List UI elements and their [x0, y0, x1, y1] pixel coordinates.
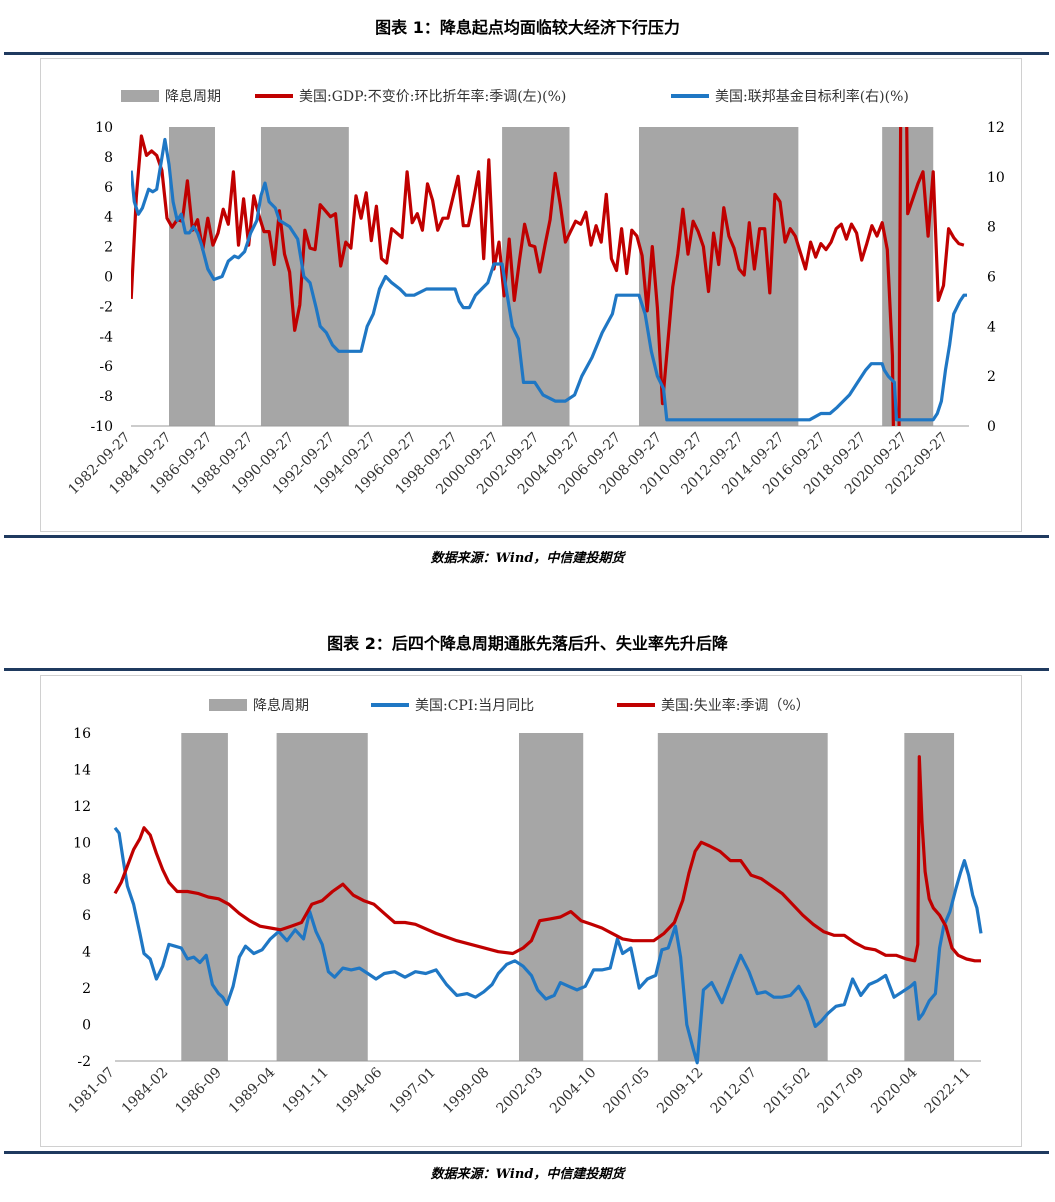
legend-cpi-label: 美国:CPI:当月同比 — [415, 698, 534, 714]
left-y-tick-label: -10 — [90, 419, 113, 435]
gdp-series-line — [131, 127, 965, 426]
x-tick-label: 2002-03 — [494, 1065, 546, 1117]
left-y-tick-label: 4 — [104, 210, 113, 226]
left-y-tick-label: 2 — [104, 240, 113, 256]
figure-1-source: 数据来源：Wind，中信建投期货 — [430, 551, 625, 566]
right-y-tick-label: 12 — [987, 120, 1005, 136]
legend-rate-cut-band-swatch — [209, 699, 247, 711]
figure-1-frame: 10 8 6 4 2 0 -2 -4 -6 -8 -10 12 10 8 6 4 2 0 1982-09-27 198… — [40, 58, 1022, 532]
x-tick-label: 2009-12 — [654, 1065, 706, 1117]
left-y-tick-label: 6 — [104, 180, 113, 196]
figure-1-title: 图表 1：降息起点均面临较大经济下行压力 — [375, 18, 680, 37]
legend-fed-funds-rate-label: 美国:联邦基金目标利率(右)(%) — [715, 88, 909, 105]
x-tick-label: 2020-04 — [868, 1064, 921, 1117]
legend-rate-cut-band-swatch — [121, 90, 159, 102]
legend-gdp-label: 美国:GDP:不变价:环比折年率:季调(左)(%) — [299, 88, 566, 105]
figure-1-top-rule — [4, 52, 1049, 55]
y-tick-label: 8 — [82, 872, 91, 888]
y-tick-label: 0 — [82, 1018, 91, 1034]
right-y-tick-label: 6 — [987, 270, 996, 286]
right-y-tick-label: 2 — [987, 369, 996, 385]
rate-cut-band-1 — [276, 733, 368, 1061]
y-tick-label: 16 — [73, 726, 91, 742]
left-y-tick-label: -8 — [99, 389, 113, 405]
cpi-yoy-line — [113, 826, 983, 1065]
y-tick-label: 12 — [73, 799, 91, 815]
x-tick-label: 2007-05 — [601, 1065, 653, 1117]
left-y-tick-label: 10 — [95, 120, 113, 136]
fed-funds-rate-line — [131, 137, 967, 422]
x-tick-label: 2015-02 — [761, 1065, 813, 1117]
right-y-tick-label: 0 — [987, 419, 996, 435]
x-tick-label: 1986-09 — [172, 1065, 224, 1117]
legend-rate-cut-band-label: 降息周期 — [253, 697, 309, 714]
figure-2-top-rule — [4, 668, 1049, 671]
x-tick-label: 2022-11 — [922, 1065, 974, 1117]
right-y-tick-label: 4 — [987, 319, 996, 335]
y-tick-label: 10 — [73, 835, 91, 851]
legend-rate-cut-band-label: 降息周期 — [165, 88, 221, 105]
figure-2-title: 图表 2：后四个降息周期通胀先落后升、失业率先升后降 — [327, 634, 728, 653]
x-tick-label: 1981-07 — [65, 1065, 117, 1117]
figure-1-bottom-rule — [4, 535, 1049, 538]
right-y-tick-label: 8 — [987, 220, 996, 236]
x-tick-label: 1991-11 — [279, 1065, 331, 1117]
y-tick-label: -2 — [77, 1054, 91, 1070]
left-y-tick-label: -4 — [99, 329, 113, 345]
x-tick-label: 1997-01 — [386, 1065, 438, 1117]
legend-unemployment-label: 美国:失业率:季调（%） — [661, 697, 810, 714]
figure-2-source: 数据来源：Wind，中信建投期货 — [430, 1167, 625, 1182]
left-y-tick-label: -2 — [99, 299, 113, 315]
left-y-tick-label: 8 — [104, 150, 113, 166]
y-tick-label: 6 — [82, 908, 91, 924]
rate-cut-band-2 — [518, 733, 584, 1061]
y-tick-label: 2 — [82, 981, 91, 997]
x-tick-label: 1994-06 — [333, 1064, 386, 1117]
x-tick-label: 2004-10 — [547, 1065, 599, 1117]
rate-cut-band-0 — [169, 127, 215, 426]
right-y-tick-label: 10 — [987, 170, 1005, 186]
left-y-tick-label: -6 — [99, 359, 113, 375]
y-tick-label: 14 — [73, 762, 91, 778]
left-y-tick-label: 0 — [104, 270, 113, 286]
figure-2-frame: 16 14 12 10 8 6 4 2 0 -2 1981-07 1984-02 1986-09 1989… — [40, 675, 1022, 1147]
unemployment-rate-line — [113, 755, 981, 963]
x-tick-label: 2017-09 — [815, 1065, 867, 1117]
figure-1-chart: 1086420-2-4-6-8-101210864201982-09-27198… — [65, 88, 1005, 498]
x-tick-label: 2012-07 — [708, 1065, 760, 1117]
x-tick-label: 1999-08 — [440, 1065, 492, 1117]
y-tick-label: 4 — [82, 945, 91, 961]
x-tick-label: 1989-04 — [226, 1064, 279, 1117]
figure-2-bottom-rule — [4, 1151, 1049, 1154]
x-tick-label: 1984-02 — [119, 1065, 171, 1117]
